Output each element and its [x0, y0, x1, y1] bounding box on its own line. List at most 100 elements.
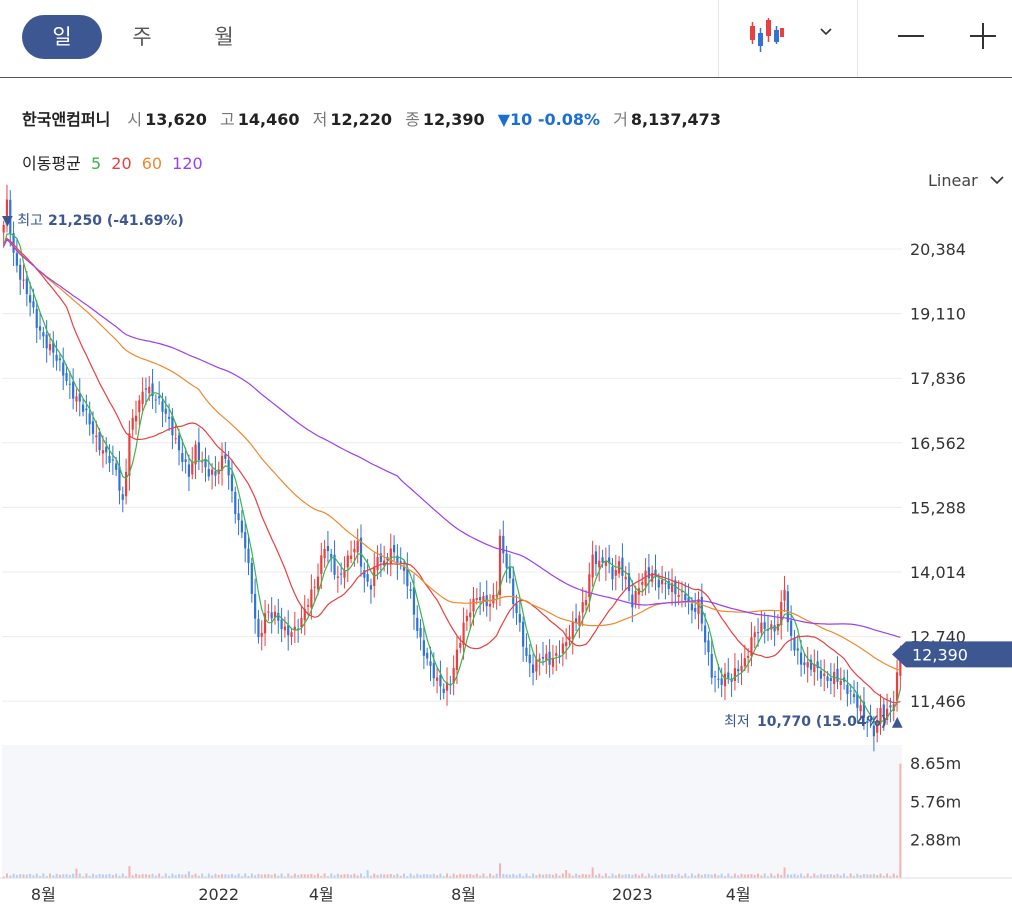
candle-body	[710, 653, 713, 678]
candle-body	[369, 585, 373, 590]
candle-body	[667, 581, 670, 589]
candle-body	[277, 612, 280, 621]
volume-bar	[528, 876, 531, 878]
volume-bar	[346, 874, 349, 878]
candle-body	[439, 674, 442, 687]
candle-body	[889, 705, 892, 708]
candle-body	[776, 623, 780, 631]
volume-bar	[637, 875, 640, 878]
volume-bar	[214, 873, 217, 878]
volume-bar	[575, 873, 578, 878]
candle-body	[704, 625, 707, 643]
volume-bar	[452, 873, 455, 878]
candle-body	[416, 617, 419, 631]
candle-body	[750, 637, 753, 657]
volume-bar	[227, 874, 230, 878]
scale-dropdown[interactable]: Linear	[928, 171, 1005, 190]
candle-body	[194, 444, 197, 465]
candle-body	[680, 591, 684, 593]
stock-summary: 한국앤컴퍼니 시 13,620 고 14,460 저 12,220 종 12,390 ▼…	[22, 106, 729, 130]
candle-body	[584, 600, 588, 606]
high-value: 14,460	[237, 110, 300, 129]
candle-body	[495, 595, 498, 597]
change-value: ▼10 -0.08%	[497, 110, 601, 129]
volume-bar	[680, 875, 683, 878]
candle-body	[409, 589, 412, 591]
candle-body	[131, 417, 134, 430]
volume-bar	[498, 863, 501, 878]
candle-body	[383, 560, 386, 566]
volume-bar	[267, 874, 270, 878]
volume-bar	[138, 874, 141, 878]
candle-body	[340, 573, 343, 575]
volume-bar	[42, 873, 45, 878]
x-tick-label: 2023	[612, 885, 653, 904]
volume-bar	[297, 874, 300, 878]
volume-bar	[541, 874, 544, 878]
volume-bar	[585, 874, 588, 878]
candle-body	[899, 654, 902, 676]
volume-bar	[849, 873, 852, 878]
volume-bar	[892, 873, 895, 878]
candle-body	[723, 673, 727, 687]
candle-body	[720, 678, 723, 685]
candle-body	[2, 224, 5, 233]
candle-body	[786, 591, 789, 623]
low-value: 12,220	[330, 110, 393, 129]
candle-body	[856, 693, 859, 708]
volume-bar	[786, 874, 789, 878]
candle-body	[647, 567, 650, 579]
zoom-in-button[interactable]	[968, 22, 998, 52]
volume-bar	[882, 875, 885, 878]
volume-bar	[9, 875, 12, 878]
volume-bar	[853, 875, 856, 878]
volume-bar	[55, 873, 58, 878]
volume-bar	[813, 873, 816, 878]
candle-body	[38, 326, 42, 331]
volume-bar	[356, 875, 359, 878]
candle-body	[283, 626, 287, 631]
candle-body	[479, 596, 482, 601]
volume-bar	[333, 875, 336, 878]
close-value: 12,390	[422, 110, 485, 129]
volume-bar	[750, 874, 753, 878]
candle-body	[227, 459, 230, 476]
candle-body	[565, 642, 568, 647]
volume-bar	[747, 874, 750, 878]
candle-body	[803, 662, 806, 666]
volume-bar	[677, 873, 680, 878]
candle-body	[267, 611, 270, 613]
volume-bar	[254, 875, 257, 878]
volume-tick-label: 5.76m	[910, 792, 961, 811]
stock-name: 한국앤컴퍼니	[22, 110, 111, 129]
candle-body	[796, 648, 799, 651]
candle-body	[237, 513, 240, 521]
volume-bar	[115, 873, 118, 878]
candle-body	[108, 455, 111, 464]
candle-body	[359, 537, 363, 567]
moving-average-legend: 이동평균 5 20 60 120	[22, 150, 208, 174]
candle-body	[32, 301, 35, 308]
candle-body	[297, 628, 300, 630]
candle-body	[475, 598, 478, 600]
candle-body	[85, 408, 88, 411]
period-week-button[interactable]: 주	[132, 25, 152, 49]
volume-bar	[879, 873, 882, 878]
volume-bar	[277, 875, 280, 878]
volume-bar	[502, 874, 505, 878]
period-month-button[interactable]: 월	[214, 25, 234, 49]
volume-bar	[651, 875, 654, 878]
volume-bar	[58, 874, 61, 878]
y-tick-label: 16,562	[910, 434, 966, 453]
volume-bar	[244, 873, 247, 878]
y-tick-label: 14,014	[910, 563, 966, 582]
chart-type-button[interactable]	[742, 16, 844, 56]
candle-body	[244, 532, 247, 549]
volume-bar	[326, 876, 329, 878]
candle-body	[310, 589, 313, 608]
zoom-out-button[interactable]	[896, 24, 926, 50]
candle-body	[138, 400, 141, 413]
volume-bar	[492, 875, 495, 878]
period-day-button[interactable]: 일	[22, 15, 102, 59]
volume-bar	[856, 873, 859, 878]
